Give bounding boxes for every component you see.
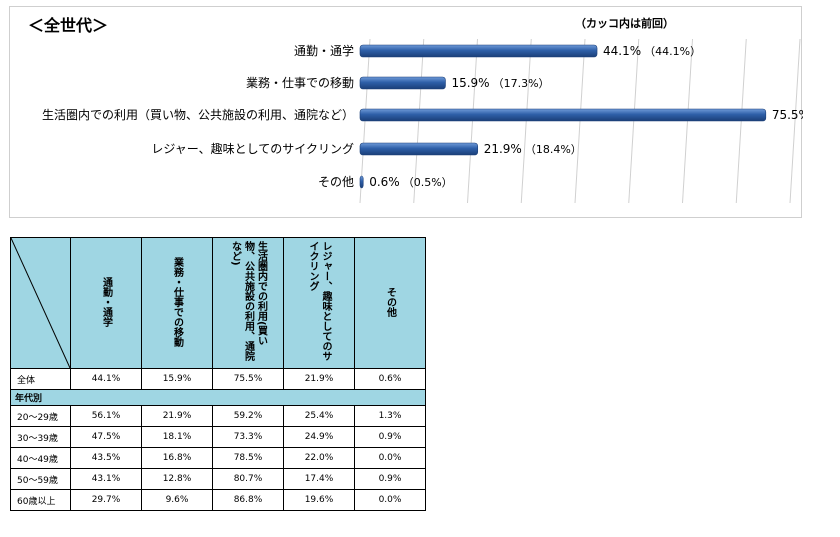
- bar: [359, 76, 446, 90]
- bar: [359, 44, 598, 58]
- data-table: 通勤・通学 業務・仕事での移動 生活圏内での利用(買い物、公共施設の利用、通院な…: [10, 237, 426, 511]
- chart-bars: 通勤・通学 44.1% （44.1%） 業務・仕事での移動 15.9% （17.3%） 生活…: [42, 43, 803, 189]
- diagonal-line-icon: [11, 238, 70, 368]
- table-cell: 24.9%: [283, 426, 355, 448]
- header-corner-cell: [10, 237, 71, 369]
- table-row: 20～29歳 56.1% 21.9% 59.2% 25.4% 1.3%: [10, 405, 426, 427]
- table-cell: 16.8%: [141, 447, 213, 469]
- table-cell: 44.1%: [70, 368, 142, 390]
- table-cell: 18.1%: [141, 426, 213, 448]
- table-row: 50～59歳 43.1% 12.8% 80.7% 17.4% 0.9%: [10, 468, 426, 490]
- table-cell: 19.6%: [283, 489, 355, 511]
- table-cell: 15.9%: [141, 368, 213, 390]
- table-cell: 86.8%: [212, 489, 284, 511]
- header-label: 生活圏内での利用(買い物、公共施設の利用、通院など): [229, 240, 267, 361]
- table-cell: 17.4%: [283, 468, 355, 490]
- bar-chart: ＜全世代＞ （カッコ内は前回） 通勤・通学 44.1% （44.1%） 業務・仕事での…: [28, 16, 803, 204]
- row-label: 60歳以上: [10, 489, 71, 511]
- previous-value-label: （44.1%）: [644, 45, 701, 58]
- row-label: 20～29歳: [10, 405, 71, 427]
- category-label: 通勤・通学: [294, 43, 354, 58]
- header-cell: その他: [354, 237, 426, 369]
- category-label: その他: [318, 175, 354, 189]
- previous-value-label: （17.3%）: [493, 77, 550, 90]
- bar: [359, 108, 767, 122]
- table-cell: 56.1%: [70, 405, 142, 427]
- grid-line: [789, 38, 801, 204]
- table-cell: 75.5%: [212, 368, 284, 390]
- table-cell: 9.6%: [141, 489, 213, 511]
- table-row: 40～49歳 43.5% 16.8% 78.5% 22.0% 0.0%: [10, 447, 426, 469]
- value-label: 0.6%: [369, 175, 400, 189]
- table-cell: 43.1%: [70, 468, 142, 490]
- table-cell: 80.7%: [212, 468, 284, 490]
- table-cell: 73.3%: [212, 426, 284, 448]
- data-label: 15.9% （17.3%）: [451, 76, 549, 90]
- data-label: 21.9% （18.4%）: [484, 142, 582, 156]
- group-label: 年代別: [10, 389, 426, 406]
- table-cell: 43.5%: [70, 447, 142, 469]
- header-cell: レジャー、趣味としてのサイクリング: [283, 237, 355, 369]
- header-label: その他: [384, 286, 396, 317]
- row-label: 50～59歳: [10, 468, 71, 490]
- row-label: 全体: [10, 368, 71, 390]
- table-cell: 0.0%: [354, 489, 426, 511]
- table-cell: 25.4%: [283, 405, 355, 427]
- table-cell: 0.6%: [354, 368, 426, 390]
- header-label: 通勤・通学: [100, 276, 112, 327]
- table-group-row: 年代別: [10, 389, 426, 406]
- bar: [359, 175, 364, 189]
- value-label: 75.5%: [772, 108, 803, 122]
- chart-title: ＜全世代＞: [28, 16, 108, 35]
- table-cell: 21.9%: [283, 368, 355, 390]
- header-label: レジャー、趣味としてのサイクリング: [307, 240, 331, 361]
- category-label: レジャー、趣味としてのサイクリング: [151, 141, 354, 156]
- table-cell: 0.9%: [354, 468, 426, 490]
- row-label: 40～49歳: [10, 447, 71, 469]
- chart-note: （カッコ内は前回）: [575, 16, 674, 30]
- table-row-total: 全体 44.1% 15.9% 75.5% 21.9% 0.6%: [10, 368, 426, 390]
- table-cell: 47.5%: [70, 426, 142, 448]
- table-cell: 1.3%: [354, 405, 426, 427]
- table-cell: 29.7%: [70, 489, 142, 511]
- table-header-row: 通勤・通学 業務・仕事での移動 生活圏内での利用(買い物、公共施設の利用、通院な…: [10, 237, 426, 369]
- table-row: 60歳以上 29.7% 9.6% 86.8% 19.6% 0.0%: [10, 489, 426, 511]
- header-cell: 通勤・通学: [70, 237, 142, 369]
- data-label: 0.6% （0.5%）: [369, 175, 452, 189]
- category-label: 生活圏内での利用（買い物、公共施設の利用、通院など）: [42, 107, 354, 122]
- value-label: 44.1%: [603, 44, 641, 58]
- header-label: 業務・仕事での移動: [171, 256, 183, 347]
- header-cell: 業務・仕事での移動: [141, 237, 213, 369]
- table-cell: 0.9%: [354, 426, 426, 448]
- value-label: 15.9%: [451, 76, 489, 90]
- table-row: 30～39歳 47.5% 18.1% 73.3% 24.9% 0.9%: [10, 426, 426, 448]
- table-cell: 21.9%: [141, 405, 213, 427]
- previous-value-label: （18.4%）: [525, 143, 582, 156]
- row-label: 30～39歳: [10, 426, 71, 448]
- value-label: 21.9%: [484, 142, 522, 156]
- bar: [359, 142, 479, 156]
- table-cell: 78.5%: [212, 447, 284, 469]
- table-cell: 22.0%: [283, 447, 355, 469]
- data-label: 44.1% （44.1%）: [603, 44, 701, 58]
- table-cell: 59.2%: [212, 405, 284, 427]
- table-cell: 12.8%: [141, 468, 213, 490]
- table-cell: 0.0%: [354, 447, 426, 469]
- previous-value-label: （0.5%）: [403, 176, 453, 189]
- data-label: 75.5%（75.6%）: [772, 108, 803, 122]
- category-label: 業務・仕事での移動: [246, 76, 354, 90]
- data-table-wrap: 通勤・通学 業務・仕事での移動 生活圏内での利用(買い物、公共施設の利用、通院な…: [10, 237, 426, 511]
- header-cell: 生活圏内での利用(買い物、公共施設の利用、通院など): [212, 237, 284, 369]
- chart-panel: ＜全世代＞ （カッコ内は前回） 通勤・通学 44.1% （44.1%） 業務・仕事での…: [9, 6, 803, 218]
